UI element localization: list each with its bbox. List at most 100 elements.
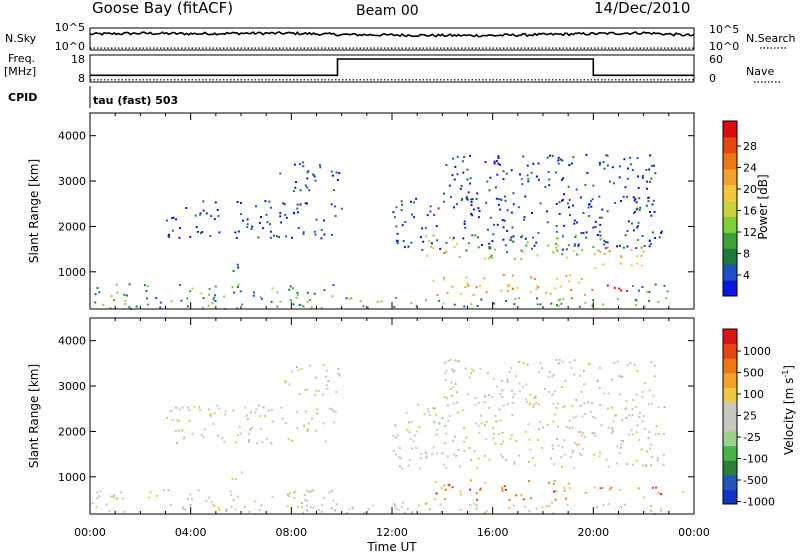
heatmap-cell bbox=[626, 463, 629, 466]
heatmap-cell bbox=[572, 250, 575, 253]
heatmap-cell bbox=[316, 412, 319, 415]
colorbar-swatch bbox=[723, 248, 737, 265]
heatmap-cell bbox=[296, 427, 299, 430]
heatmap-cell bbox=[306, 430, 309, 433]
heatmap-cell bbox=[234, 231, 237, 234]
heatmap-cell bbox=[570, 162, 573, 165]
heatmap-cell bbox=[607, 503, 610, 506]
heatmap-cell bbox=[532, 236, 535, 239]
heatmap-cell bbox=[445, 241, 448, 244]
heatmap-cell bbox=[197, 489, 200, 492]
heatmap-cell bbox=[332, 421, 335, 424]
heatmap-cell bbox=[597, 249, 600, 252]
heatmap-cell bbox=[168, 236, 171, 239]
heatmap-cell bbox=[613, 414, 616, 417]
heatmap-cell bbox=[513, 462, 516, 465]
heatmap-cell bbox=[539, 362, 542, 365]
heatmap-cell bbox=[396, 232, 399, 235]
heatmap-cell bbox=[262, 227, 265, 230]
heatmap-cell bbox=[554, 413, 557, 416]
heatmap-cell bbox=[663, 284, 666, 287]
heatmap-cell bbox=[660, 510, 663, 513]
heatmap-cell bbox=[209, 415, 212, 418]
heatmap-cell bbox=[430, 242, 433, 245]
heatmap-cell bbox=[333, 189, 335, 192]
heatmap-cell bbox=[647, 196, 650, 199]
heatmap-cell bbox=[260, 427, 263, 430]
heatmap-cell bbox=[487, 228, 489, 231]
heatmap-cell bbox=[651, 203, 654, 206]
heatmap-cell bbox=[470, 372, 473, 375]
freq-label: Freq. bbox=[8, 52, 35, 65]
heatmap-cell bbox=[302, 233, 305, 235]
heatmap-cell bbox=[162, 489, 165, 492]
heatmap-cell bbox=[506, 251, 508, 254]
heatmap-cell bbox=[607, 465, 610, 468]
heatmap-cell bbox=[236, 286, 239, 288]
heatmap-cell bbox=[646, 290, 649, 293]
heatmap-cell bbox=[465, 195, 468, 198]
heatmap-cell bbox=[497, 203, 500, 206]
power-data bbox=[94, 153, 669, 310]
heatmap-cell bbox=[350, 297, 353, 300]
heatmap-cell bbox=[284, 213, 287, 216]
heatmap-cell bbox=[478, 210, 481, 212]
heatmap-cell bbox=[646, 450, 649, 453]
heatmap-cell bbox=[525, 383, 528, 386]
date-title: 14/Dec/2010 bbox=[594, 0, 690, 17]
heatmap-cell bbox=[506, 289, 509, 292]
heatmap-cell bbox=[120, 491, 123, 494]
heatmap-cell bbox=[574, 234, 577, 237]
heatmap-cell bbox=[611, 166, 614, 169]
heatmap-cell bbox=[475, 422, 478, 425]
heatmap-cell bbox=[636, 157, 639, 160]
heatmap-cell bbox=[613, 286, 616, 289]
heatmap-cell bbox=[477, 246, 480, 249]
heatmap-cell bbox=[648, 168, 651, 171]
heatmap-cell bbox=[277, 236, 280, 238]
heatmap-cell bbox=[564, 380, 567, 383]
heatmap-cell bbox=[631, 222, 633, 225]
heatmap-cell bbox=[159, 301, 162, 304]
heatmap-cell bbox=[592, 246, 595, 249]
heatmap-cell bbox=[306, 489, 309, 492]
heatmap-cell bbox=[557, 362, 560, 365]
heatmap-cell bbox=[422, 240, 425, 243]
heatmap-cell bbox=[497, 162, 500, 165]
heatmap-cell bbox=[551, 393, 554, 396]
heatmap-cell bbox=[568, 280, 571, 283]
heatmap-cell bbox=[236, 307, 239, 310]
heatmap-cell bbox=[267, 409, 270, 412]
heatmap-cell bbox=[557, 159, 560, 162]
heatmap-cell bbox=[561, 386, 564, 388]
heatmap-cell bbox=[465, 197, 468, 200]
heatmap-cell bbox=[306, 291, 309, 294]
heatmap-cell bbox=[229, 490, 232, 493]
heatmap-cell bbox=[316, 408, 319, 411]
heatmap-cell bbox=[592, 184, 595, 187]
heatmap-cell bbox=[636, 424, 639, 427]
heatmap-cell bbox=[428, 508, 431, 511]
heatmap-cell bbox=[654, 237, 657, 239]
freq-series-line bbox=[90, 58, 694, 77]
heatmap-cell bbox=[637, 487, 640, 490]
heatmap-cell bbox=[499, 393, 502, 395]
heatmap-cell bbox=[598, 387, 601, 389]
heatmap-cell bbox=[650, 456, 653, 458]
heatmap-cell bbox=[512, 396, 515, 399]
heatmap-cell bbox=[525, 244, 528, 247]
heatmap-cell bbox=[553, 479, 556, 482]
heatmap-cell bbox=[560, 302, 563, 305]
heatmap-cell bbox=[466, 178, 469, 181]
heatmap-cell bbox=[663, 406, 666, 409]
heatmap-cell bbox=[269, 206, 272, 209]
colorbar-swatch bbox=[723, 416, 737, 432]
heatmap-cell bbox=[607, 392, 610, 395]
heatmap-cell bbox=[410, 420, 413, 423]
heatmap-cell bbox=[506, 403, 509, 406]
heatmap-cell bbox=[409, 438, 412, 440]
heatmap-cell bbox=[618, 244, 621, 247]
heatmap-cell bbox=[334, 215, 337, 217]
heatmap-cell bbox=[617, 375, 620, 377]
heatmap-cell bbox=[202, 297, 205, 300]
